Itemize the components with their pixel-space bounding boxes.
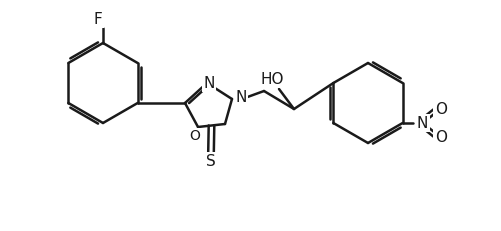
- Text: S: S: [206, 154, 216, 168]
- Text: O: O: [189, 129, 200, 143]
- Text: N: N: [417, 116, 428, 131]
- Text: O: O: [435, 130, 446, 145]
- Text: HO: HO: [260, 72, 284, 86]
- Text: N: N: [203, 76, 215, 91]
- Text: F: F: [94, 12, 102, 27]
- Text: O: O: [435, 101, 446, 116]
- Text: N: N: [235, 91, 246, 106]
